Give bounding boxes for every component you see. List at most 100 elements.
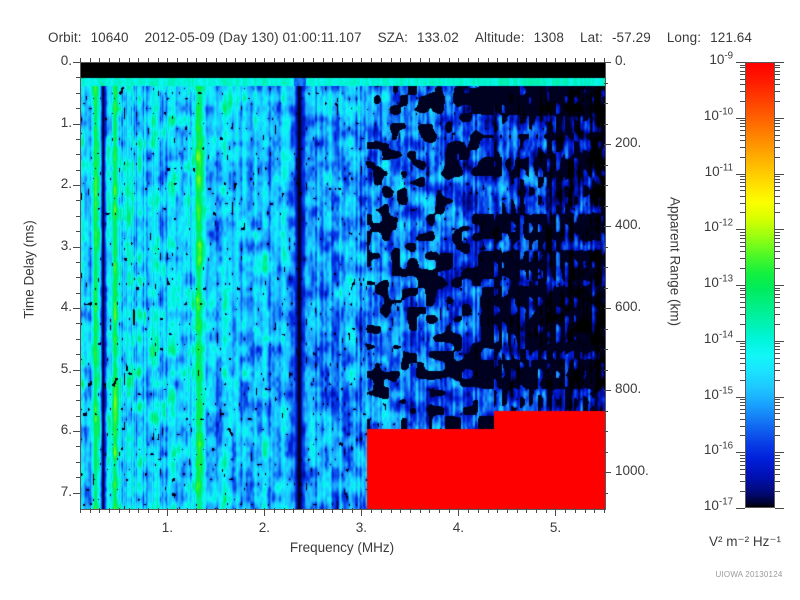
y-tick-label-right: 800. <box>615 381 642 397</box>
x-tick-minor <box>206 508 207 513</box>
x-tick-top <box>555 58 556 62</box>
observation-datetime: 2012-05-09 (Day 130) 01:00:11.107 <box>144 30 362 45</box>
colorbar-tick-minor <box>775 176 780 177</box>
colorbar-tick-minor <box>775 294 780 295</box>
colorbar-tick-minor <box>740 71 745 72</box>
longitude-label: Long: <box>666 30 702 45</box>
x-tick-label: 2. <box>258 520 270 535</box>
colorbar-tick-minor <box>775 232 780 233</box>
x-tick-top <box>138 58 139 62</box>
x-tick-minor <box>284 508 285 513</box>
y-tick-major-right <box>604 308 611 309</box>
y-tick-label-right: 200. <box>615 135 642 151</box>
colorbar-tick-minor <box>740 65 745 66</box>
y-tick-major-left <box>73 124 80 125</box>
x-tick-top <box>478 58 479 62</box>
colorbar-tick-minor <box>775 126 780 127</box>
x-tick-label: 4. <box>452 520 465 535</box>
colorbar-tick-minor <box>740 258 745 259</box>
colorbar-tick-minor <box>740 91 745 92</box>
colorbar-tick-minor <box>740 238 745 239</box>
x-tick-top <box>332 58 333 62</box>
colorbar-tick-minor <box>775 258 780 259</box>
x-tick-minor <box>196 508 197 513</box>
x-tick-top <box>604 58 605 62</box>
orbit-value: 10640 <box>90 30 129 45</box>
colorbar-tick-label: 10-16 <box>703 440 733 458</box>
colorbar-tick-minor <box>775 474 780 475</box>
x-tick-minor <box>158 508 159 513</box>
x-tick-minor <box>478 508 479 513</box>
y-tick-label-left: 6. <box>60 422 72 438</box>
x-tick-top <box>526 58 527 62</box>
x-tick-top <box>458 58 459 62</box>
altitude-label: Altitude: <box>474 30 525 45</box>
x-tick-top <box>546 58 547 62</box>
x-tick-top <box>303 58 304 62</box>
colorbar-tick-minor <box>775 123 780 124</box>
colorbar-tick-minor <box>775 297 780 298</box>
colorbar-tick-minor <box>775 179 780 180</box>
colorbar-tick-minor <box>775 413 780 414</box>
colorbar-tick-minor <box>740 130 745 131</box>
colorbar-tick-minor <box>775 91 780 92</box>
colorbar-tick-minor <box>775 186 780 187</box>
y-tick-minor-left <box>76 477 80 478</box>
x-tick-top <box>400 58 401 62</box>
y-tick-minor-left <box>76 170 80 171</box>
altitude-value: 1308 <box>533 30 565 45</box>
y-tick-minor-right <box>604 165 608 166</box>
x-tick-minor <box>187 508 188 513</box>
y-tick-minor-left <box>76 293 80 294</box>
colorbar-tick-minor <box>775 302 780 303</box>
x-tick-top <box>177 58 178 62</box>
x-tick-minor <box>526 508 527 513</box>
colorbar-tick-minor <box>740 140 745 141</box>
colorbar-tick-minor <box>775 290 780 291</box>
y-tick-minor-left <box>76 77 80 78</box>
colorbar-tick-minor <box>775 268 780 269</box>
x-tick-top <box>206 58 207 62</box>
y-tick-major-right <box>604 472 611 473</box>
colorbar-tick-minor <box>740 67 745 68</box>
y-tick-major-left <box>73 185 80 186</box>
colorbar-tick-minor <box>740 343 745 344</box>
colorbar-tick-minor <box>775 71 780 72</box>
colorbar-tick-minor <box>775 461 780 462</box>
x-tick-top <box>488 58 489 62</box>
x-tick-minor <box>488 508 489 513</box>
colorbar-tick-minor <box>775 426 780 427</box>
colorbar-tick-major <box>775 341 784 342</box>
colorbar-tick-minor <box>740 79 745 80</box>
colorbar-tick-minor <box>775 190 780 191</box>
colorbar-tick-major <box>775 118 784 119</box>
colorbar-tick-minor <box>740 324 745 325</box>
x-tick-minor <box>439 508 440 513</box>
colorbar-tick-minor <box>740 190 745 191</box>
y-tick-minor-right <box>604 288 608 289</box>
colorbar-tick-minor <box>740 120 745 121</box>
x-tick-minor <box>90 508 91 513</box>
y-tick-major-left <box>73 431 80 432</box>
colorbar-tick-minor <box>740 297 745 298</box>
x-tick-top <box>497 58 498 62</box>
colorbar-tick-minor <box>775 343 780 344</box>
colorbar-tick-minor <box>740 235 745 236</box>
colorbar-tick-minor <box>740 346 745 347</box>
x-tick-top <box>264 58 265 62</box>
x-tick-minor <box>381 508 382 513</box>
longitude-value: 121.64 <box>710 30 753 45</box>
colorbar-tick-minor <box>775 346 780 347</box>
colorbar-tick-minor <box>775 157 780 158</box>
y-tick-major-right <box>604 226 611 227</box>
colorbar-tick-minor <box>775 307 780 308</box>
colorbar-tick-minor <box>740 349 745 350</box>
credit-label: UIOWA 20130124 <box>715 570 783 579</box>
colorbar-tick-major <box>736 229 745 230</box>
y-tick-major-right <box>604 144 611 145</box>
colorbar-tick-major <box>736 508 745 509</box>
x-tick-minor <box>80 508 81 513</box>
y-tick-minor-right <box>604 206 608 207</box>
colorbar-tick-major <box>736 452 745 453</box>
colorbar-tick-minor <box>740 455 745 456</box>
